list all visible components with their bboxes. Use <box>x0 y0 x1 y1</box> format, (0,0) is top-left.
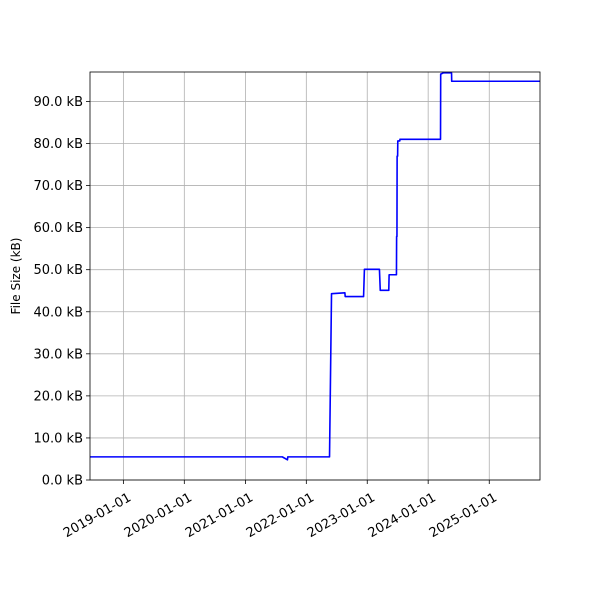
x-tick-label: 2024-01-01 <box>366 490 439 541</box>
x-tick-label: 2023-01-01 <box>305 490 378 541</box>
y-tick-label: 70.0 kB <box>33 179 83 194</box>
y-tick-label: 50.0 kB <box>33 263 83 278</box>
y-tick-label: 80.0 kB <box>33 137 83 152</box>
plot-frame <box>89 71 541 481</box>
x-tick-label: 2019-01-01 <box>61 490 134 541</box>
x-gridlines <box>122 72 490 480</box>
x-axis: 2019-01-012020-01-012021-01-012022-01-01… <box>61 480 500 541</box>
y-axis-label: File Size (kB) <box>9 238 23 315</box>
x-tick-label: 2020-01-01 <box>122 490 195 541</box>
x-tick-label: 2025-01-01 <box>427 490 500 541</box>
y-tick-label: 90.0 kB <box>33 95 83 110</box>
y-tick-label: 60.0 kB <box>33 221 83 236</box>
y-tick-label: 0.0 kB <box>42 474 83 489</box>
series-group <box>90 72 540 461</box>
y-tick-label: 10.0 kB <box>33 431 83 446</box>
y-axis: 0.0 kB 10.0 kB 20.0 kB 30.0 kB 40.0 kB 50.0 k… <box>33 95 90 489</box>
x-tick-label: 2021-01-01 <box>183 490 256 541</box>
y-tick-label: 30.0 kB <box>33 347 83 362</box>
x-tick-label: 2022-01-01 <box>244 490 317 541</box>
y-tick-label: 40.0 kB <box>33 305 83 320</box>
series-line <box>90 72 540 461</box>
y-tick-label: 20.0 kB <box>33 389 83 404</box>
y-gridlines <box>90 101 540 481</box>
